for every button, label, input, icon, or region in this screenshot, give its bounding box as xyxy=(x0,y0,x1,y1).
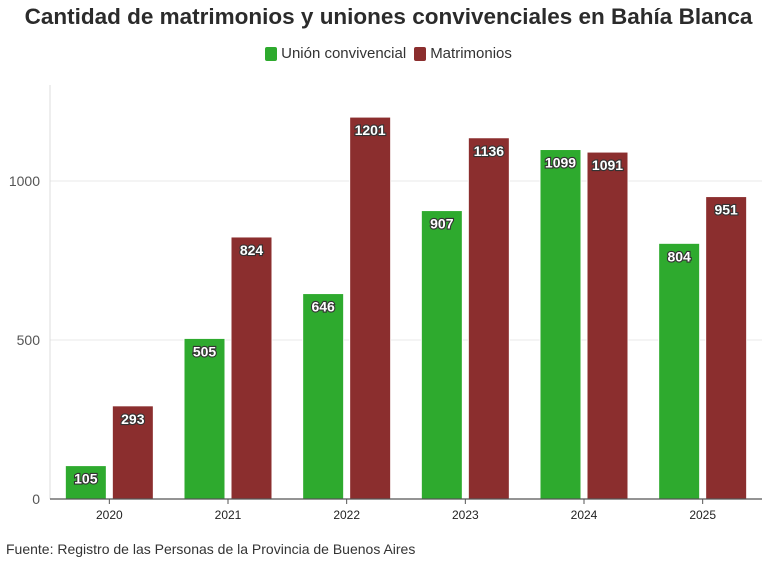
bar xyxy=(230,236,273,500)
bar xyxy=(586,151,629,500)
legend-swatch-matrimonios xyxy=(414,46,427,61)
bar xyxy=(183,337,226,500)
bar xyxy=(302,293,345,500)
legend-item-matrimonios[interactable]: Matrimonios xyxy=(414,45,512,62)
y-tick-label: 1000 xyxy=(9,173,40,189)
data-label: 824 xyxy=(240,242,264,258)
x-tick-label: 2024 xyxy=(571,508,598,522)
data-label: 951 xyxy=(714,202,738,218)
data-label: 105 xyxy=(74,471,98,487)
x-tick-label: 2023 xyxy=(452,508,479,522)
data-label: 1099 xyxy=(545,155,576,171)
data-label: 646 xyxy=(311,299,335,315)
x-tick-label: 2022 xyxy=(333,508,360,522)
y-tick-label: 500 xyxy=(17,332,41,348)
source-note: Fuente: Registro de las Personas de la P… xyxy=(6,541,416,557)
bar xyxy=(467,137,510,500)
bar xyxy=(64,465,107,500)
bar xyxy=(111,405,154,500)
data-label: 907 xyxy=(430,216,454,232)
data-label: 804 xyxy=(667,248,691,264)
x-tick-label: 2020 xyxy=(96,508,123,522)
legend-swatch-union xyxy=(265,46,278,61)
chart-title: Cantidad de matrimonios y uniones conviv… xyxy=(24,4,753,29)
legend: Unión convivencial Matrimonios xyxy=(0,45,777,62)
x-tick-label: 2021 xyxy=(215,508,242,522)
data-label: 1091 xyxy=(592,157,623,173)
bar xyxy=(420,210,463,500)
bar xyxy=(705,196,748,500)
data-label: 293 xyxy=(121,411,145,427)
y-tick-label: 0 xyxy=(32,491,40,507)
bar xyxy=(539,149,582,500)
bar xyxy=(658,242,701,500)
data-label: 1136 xyxy=(474,143,505,159)
legend-label-union: Unión convivencial xyxy=(281,45,407,62)
data-label: 1201 xyxy=(355,122,386,138)
legend-label-matrimonios: Matrimonios xyxy=(430,45,512,62)
bar xyxy=(349,116,392,500)
x-tick-label: 2025 xyxy=(689,508,716,522)
legend-item-union[interactable]: Unión convivencial xyxy=(265,45,406,62)
data-label: 505 xyxy=(193,343,217,359)
